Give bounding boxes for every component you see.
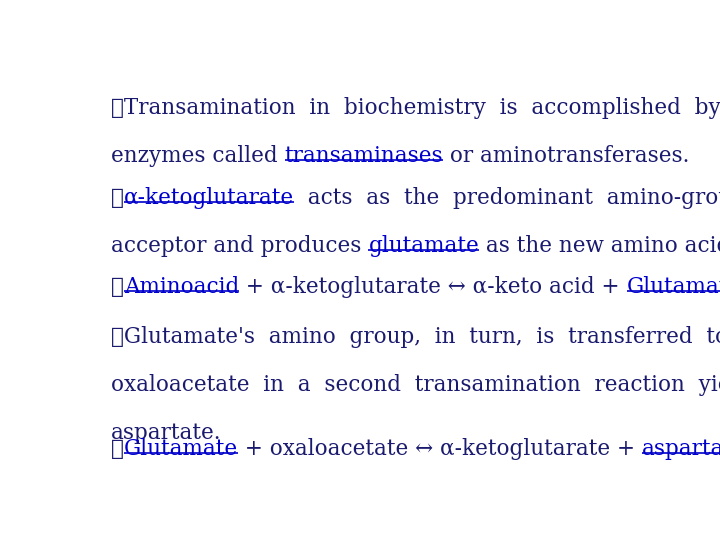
Text: aspartate: aspartate [642, 438, 720, 461]
Text: oxaloacetate  in  a  second  transamination  reaction  yielding: oxaloacetate in a second transamination … [111, 374, 720, 396]
Text: ❖Glutamate's  amino  group,  in  turn,  is  transferred  to: ❖Glutamate's amino group, in turn, is tr… [111, 326, 720, 348]
Text: acceptor and produces: acceptor and produces [111, 235, 369, 256]
Text: or aminotransferases.: or aminotransferases. [444, 145, 690, 167]
Text: ❖: ❖ [111, 438, 124, 461]
Text: glutamate: glutamate [369, 235, 480, 256]
Text: aspartate.: aspartate. [111, 422, 222, 444]
Text: transaminases: transaminases [284, 145, 444, 167]
Text: α-ketoglutarate: α-ketoglutarate [124, 187, 294, 209]
Text: Glutamate: Glutamate [124, 438, 238, 461]
Text: + α-ketoglutarate ↔ α-keto acid +: + α-ketoglutarate ↔ α-keto acid + [239, 276, 626, 298]
Text: as the new amino acid.: as the new amino acid. [480, 235, 720, 256]
Text: acts  as  the  predominant  amino-group: acts as the predominant amino-group [294, 187, 720, 209]
Text: Glutamate: Glutamate [626, 276, 720, 298]
Text: ❖: ❖ [111, 187, 124, 209]
Text: + oxaloacetate ↔ α-ketoglutarate +: + oxaloacetate ↔ α-ketoglutarate + [238, 438, 642, 461]
Text: ❖Transamination  in  biochemistry  is  accomplished  by: ❖Transamination in biochemistry is accom… [111, 97, 720, 119]
Text: enzymes called: enzymes called [111, 145, 284, 167]
Text: Aminoacid: Aminoacid [124, 276, 239, 298]
Text: ❖: ❖ [111, 276, 124, 298]
